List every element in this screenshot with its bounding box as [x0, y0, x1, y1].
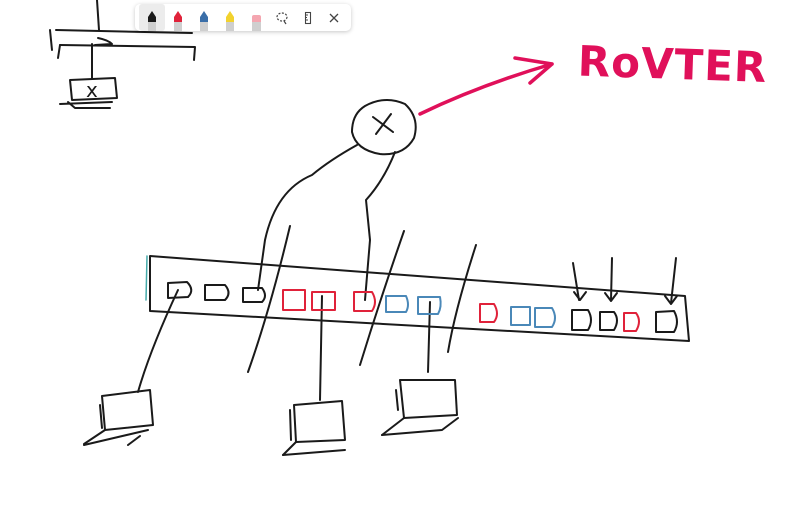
red-pen-tool[interactable]	[165, 4, 191, 31]
close-icon	[329, 13, 339, 22]
blue-pen-icon	[200, 11, 208, 31]
highlighter-icon	[226, 11, 234, 31]
blue-pen-tool[interactable]	[191, 4, 217, 31]
ruler-icon	[304, 11, 312, 24]
computer-1	[83, 389, 154, 446]
lasso-button[interactable]	[269, 4, 295, 31]
ports-right	[571, 309, 678, 333]
ruler-button[interactable]	[295, 4, 321, 31]
eraser-tool[interactable]	[243, 4, 269, 31]
eraser-icon	[251, 15, 261, 31]
router-label: RoVTER	[577, 37, 768, 93]
black-pen-tool[interactable]	[139, 4, 165, 31]
black-pen-icon	[148, 11, 156, 31]
computer-glyph: x	[86, 78, 98, 102]
lasso-icon	[276, 11, 288, 24]
router-node	[257, 99, 417, 301]
computer-3	[381, 379, 459, 436]
router-arrow	[418, 56, 554, 116]
desk-sketch	[49, 0, 196, 109]
computer-2	[282, 400, 346, 456]
ports-red	[282, 289, 640, 332]
ports-left	[167, 281, 266, 303]
highlighter-tool[interactable]	[217, 4, 243, 31]
close-button[interactable]	[321, 4, 347, 31]
cables	[137, 225, 678, 401]
red-pen-icon	[174, 11, 182, 31]
switch-panel	[145, 255, 690, 342]
ports-blue	[385, 295, 556, 328]
ink-toolbar	[135, 4, 351, 31]
